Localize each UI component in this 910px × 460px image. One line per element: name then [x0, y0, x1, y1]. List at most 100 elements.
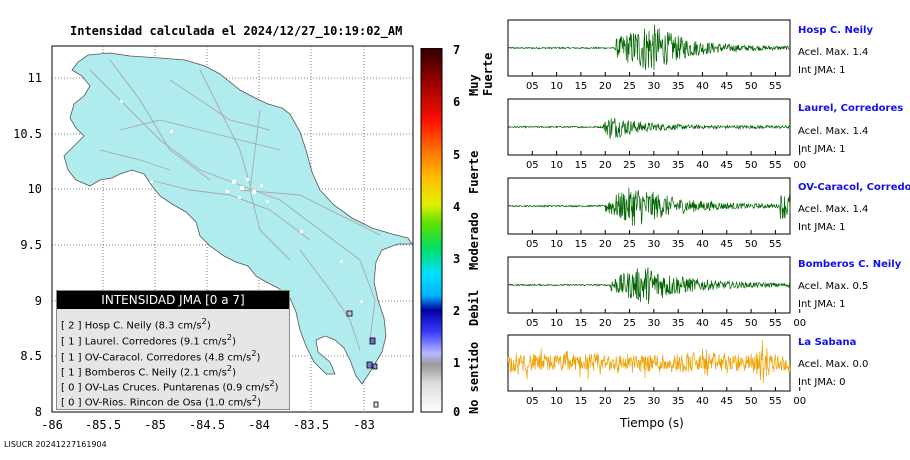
station-marker-laurel — [366, 361, 373, 369]
legend-row: [ 0 ] OV-Las Cruces. Puntarenas (0.9 cm/… — [61, 378, 279, 394]
waveform-panels: 05 10 15 20 25 30 35 40 45 50 55 05 10 15 20 25 30 35 40 45… — [507, 19, 806, 407]
waveform-tick-label: 50 — [745, 239, 758, 250]
station-accel: Acel. Max. 1.4 — [798, 47, 869, 58]
station-marker-ov-caracol — [372, 363, 378, 370]
waveform-trace — [507, 24, 791, 71]
waveform-tick-label: 15 — [575, 396, 588, 407]
waveform-tick-label: 05 — [526, 239, 539, 250]
colorbar-tick: 7 — [453, 43, 461, 57]
waveform-tick-label: 20 — [599, 160, 612, 171]
map-ytick: 8.5 — [20, 349, 42, 363]
map-xtick: -85 — [144, 418, 166, 432]
colorbar-label: Fuerte — [467, 150, 481, 194]
map-towns — [120, 100, 363, 303]
waveform-tick-label: 00 — [793, 160, 806, 171]
waveform-xlabel: Tiempo (s) — [620, 416, 684, 430]
waveform-tick-label: 15 — [575, 81, 588, 92]
map-xtick: -85.5 — [84, 418, 122, 432]
waveform-tick-label: 25 — [623, 318, 636, 329]
waveform-trace — [507, 339, 791, 384]
map-xtick: -83 — [353, 418, 375, 432]
colorbar-tick: 0 — [453, 405, 461, 419]
colorbar-tick: 6 — [453, 95, 461, 109]
waveform-tick-label: 50 — [745, 318, 758, 329]
colorbar-label: Moderado — [467, 212, 481, 270]
colorbar-label: Debil — [467, 289, 481, 326]
station-jma: Int JMA: 0 — [798, 377, 846, 388]
waveform-tick-label: 55 — [769, 81, 782, 92]
legend-row: [ 1 ] Laurel. Corredores (9.1 cm/s2) — [61, 332, 236, 348]
waveform-trace — [507, 187, 791, 226]
waveform-tick-label: 45 — [720, 239, 733, 250]
waveform-tick-label: 10 — [550, 396, 563, 407]
waveform-tick-label: 05 — [526, 81, 539, 92]
waveform-tick-label: 40 — [696, 160, 709, 171]
waveform-panel: 05 10 15 20 25 30 35 40 45 50 55 00 — [507, 98, 806, 171]
waveform-tick-label: 35 — [672, 160, 685, 171]
waveform-tick-label: 10 — [550, 318, 563, 329]
map-roads — [89, 59, 381, 351]
legend-title: INTENSIDAD JMA [0 a 7] — [57, 291, 289, 309]
intensity-colorbar — [420, 48, 443, 413]
waveform-tick-label: 55 — [769, 318, 782, 329]
footer-id: LISUCR 20241227161904 — [4, 440, 107, 449]
waveform-panel: 05 10 15 20 25 30 35 40 45 50 55 — [507, 177, 791, 250]
station-accel: Acel. Max. 1.4 — [798, 126, 869, 137]
legend-row: [ 2 ] Hosp C. Neily (8.3 cm/s2) — [61, 316, 211, 332]
colorbar-label: No sentido — [467, 341, 481, 414]
station-jma: Int JMA: 1 — [798, 299, 846, 310]
waveform-tick-label: 40 — [696, 318, 709, 329]
waveform-tick-label: 50 — [745, 160, 758, 171]
waveform-tick-label: 30 — [647, 81, 660, 92]
waveform-tick-label: 40 — [696, 81, 709, 92]
station-accel: Acel. Max. 0.0 — [798, 359, 869, 370]
map-title: Intensidad calculada el 2024/12/27_10:19… — [70, 24, 403, 38]
colorbar-tick: 5 — [453, 148, 461, 162]
waveform-tick-label: 10 — [550, 81, 563, 92]
map-ytick: 9 — [34, 294, 42, 308]
waveform-tick-label: 35 — [672, 81, 685, 92]
map-xtick: -83.5 — [292, 418, 330, 432]
waveform-tick-label: 30 — [647, 239, 660, 250]
map-ytick: 10.5 — [13, 127, 42, 141]
station-name: Bomberos C. Neily — [798, 259, 902, 270]
waveform-tick-label: 35 — [672, 239, 685, 250]
legend-row: [ 1 ] OV-Caracol. Corredores (4.8 cm/s2) — [61, 348, 261, 364]
waveform-tick-label: 55 — [769, 160, 782, 171]
waveform-tick-label: 15 — [575, 318, 588, 329]
station-marker-hosp-c-neily — [369, 337, 376, 345]
map-ytick: 9.5 — [20, 238, 42, 252]
waveform-tick-label: 30 — [647, 396, 660, 407]
station-jma: Int JMA: 1 — [798, 65, 846, 76]
colorbar-tick: 3 — [453, 252, 461, 266]
station-marker-ov-rios — [373, 401, 379, 408]
waveform-tick-label: 10 — [550, 239, 563, 250]
station-accel: Acel. Max. 1.4 — [798, 204, 869, 215]
waveform-tick-label: 25 — [623, 81, 636, 92]
waveform-tick-label: 20 — [599, 396, 612, 407]
station-marker-bomberos — [346, 310, 353, 317]
waveform-tick-label: 45 — [720, 318, 733, 329]
waveform-tick-label: 05 — [526, 318, 539, 329]
map-ytick: 10 — [27, 182, 42, 196]
waveform-tick-label: 05 — [526, 160, 539, 171]
colorbar-tick: 4 — [453, 200, 461, 214]
colorbar-tick: 1 — [453, 356, 461, 370]
waveform-tick-label: 20 — [599, 318, 612, 329]
map-ytick: 11 — [27, 71, 42, 85]
map-xtick: -84 — [248, 418, 270, 432]
waveform-tick-label: 05 — [526, 396, 539, 407]
waveform-panel: 05 10 15 20 25 30 35 40 45 50 55 00 — [507, 256, 806, 329]
waveform-tick-label: 35 — [672, 318, 685, 329]
waveform-tick-label: 40 — [696, 396, 709, 407]
waveform-tick-label: 35 — [672, 396, 685, 407]
station-jma: Int JMA: 1 — [798, 144, 846, 155]
waveform-panel: 05 10 15 20 25 30 35 40 45 50 55 — [507, 19, 791, 92]
station-name: OV-Caracol, Corredore — [798, 182, 910, 193]
waveform-tick-label: 55 — [769, 396, 782, 407]
waveform-panel: 05 10 15 20 25 30 35 40 45 50 55 00 — [507, 334, 806, 407]
waveform-tick-label: 25 — [623, 396, 636, 407]
waveform-tick-label: 40 — [696, 239, 709, 250]
waveform-tick-label: 00 — [793, 396, 806, 407]
waveform-tick-label: 50 — [745, 81, 758, 92]
